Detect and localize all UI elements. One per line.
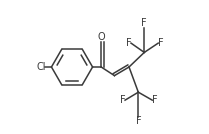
Text: Cl: Cl bbox=[37, 62, 46, 72]
Text: O: O bbox=[97, 32, 105, 42]
Text: F: F bbox=[120, 95, 125, 105]
Text: F: F bbox=[126, 38, 131, 48]
Text: F: F bbox=[158, 38, 164, 48]
Text: F: F bbox=[152, 95, 158, 105]
Text: F: F bbox=[141, 18, 147, 28]
Text: F: F bbox=[135, 116, 141, 126]
